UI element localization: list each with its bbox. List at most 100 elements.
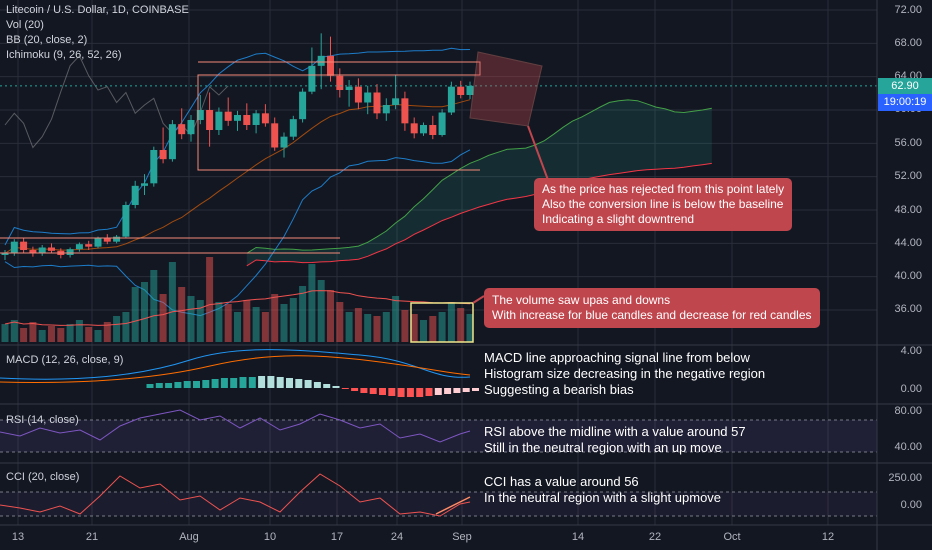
- grid-lines: [0, 0, 877, 525]
- candle-body: [66, 249, 74, 255]
- candle[interactable]: [38, 245, 46, 256]
- candle[interactable]: [364, 85, 372, 115]
- time-axis-label: 12: [821, 531, 835, 543]
- macd-note[interactable]: MACD line approaching signal line from b…: [484, 350, 765, 398]
- candle[interactable]: [75, 242, 83, 252]
- rsi-note[interactable]: RSI above the midline with a value aroun…: [484, 424, 746, 456]
- candle[interactable]: [113, 235, 121, 244]
- candle-body: [150, 150, 158, 184]
- price-axis-label: 36.00: [894, 303, 922, 315]
- volume-bar: [57, 328, 65, 342]
- candle-body: [75, 244, 83, 250]
- candle[interactable]: [196, 95, 204, 125]
- candle[interactable]: [466, 81, 474, 100]
- candle[interactable]: [252, 110, 260, 134]
- candle[interactable]: [457, 80, 465, 99]
- candle-body: [280, 136, 288, 148]
- candle[interactable]: [308, 47, 316, 95]
- candle[interactable]: [159, 127, 167, 164]
- candle[interactable]: [187, 115, 195, 142]
- candle[interactable]: [299, 88, 307, 123]
- volume-bar: [410, 314, 418, 342]
- candle[interactable]: [401, 91, 409, 131]
- candle-body: [94, 238, 102, 247]
- candle[interactable]: [122, 201, 130, 239]
- candle[interactable]: [438, 109, 446, 137]
- candle[interactable]: [224, 97, 232, 126]
- candle[interactable]: [410, 117, 418, 139]
- candle[interactable]: [327, 36, 334, 82]
- candle[interactable]: [48, 243, 55, 254]
- candle[interactable]: [271, 117, 279, 151]
- candle-body: [159, 150, 167, 160]
- macd-label[interactable]: MACD (12, 26, close, 9): [6, 354, 124, 366]
- candle[interactable]: [243, 103, 251, 130]
- candle[interactable]: [150, 146, 158, 187]
- candle[interactable]: [141, 174, 148, 195]
- candle-body: [10, 241, 18, 254]
- indicator-ichimoku[interactable]: Ichimoku (9, 26, 52, 26): [6, 49, 122, 61]
- candle[interactable]: [345, 80, 353, 107]
- candle-body: [345, 86, 353, 90]
- rsi-label[interactable]: RSI (14, close): [6, 414, 79, 426]
- rsi-pane[interactable]: [0, 409, 877, 453]
- macd-pane[interactable]: [0, 349, 479, 397]
- price-axis-label: 52.00: [894, 170, 922, 182]
- candle-body: [336, 75, 344, 90]
- volume-bar: [10, 320, 18, 342]
- volume-bar: [178, 287, 186, 342]
- macd-histogram-bar: [295, 379, 303, 388]
- cci-note[interactable]: CCI has a value around 56 In the neutral…: [484, 474, 721, 506]
- cci-label[interactable]: CCI (20, close): [6, 471, 80, 483]
- note-line: Histogram size decreasing in the negativ…: [484, 366, 766, 381]
- candle[interactable]: [382, 98, 390, 121]
- candle[interactable]: [215, 107, 223, 136]
- candle[interactable]: [1, 250, 9, 260]
- candle[interactable]: [131, 180, 139, 209]
- symbol-title[interactable]: Litecoin / U.S. Dollar, 1D, COINBASE: [6, 4, 189, 16]
- candle[interactable]: [280, 132, 288, 158]
- volume-bar: [150, 270, 158, 342]
- candle[interactable]: [289, 115, 297, 140]
- candle-body: [392, 98, 400, 105]
- price-callout[interactable]: As the price has rejected from this poin…: [534, 178, 793, 231]
- cci-line: [0, 473, 471, 517]
- callout-line: As the price has rejected from this poin…: [542, 182, 785, 196]
- candle[interactable]: [447, 81, 455, 115]
- candle[interactable]: [354, 78, 362, 110]
- ichimoku-cloud-fill: [246, 99, 712, 266]
- macd-histogram-bar: [425, 388, 433, 396]
- candle[interactable]: [29, 246, 37, 257]
- macd-histogram-bar: [304, 380, 312, 388]
- candle[interactable]: [168, 120, 176, 162]
- candle[interactable]: [94, 236, 102, 249]
- candle[interactable]: [336, 68, 344, 98]
- volume-callout[interactable]: The volume saw upas and downs With incre…: [484, 288, 820, 328]
- candle[interactable]: [420, 122, 427, 136]
- candle[interactable]: [206, 92, 214, 147]
- candle[interactable]: [20, 238, 28, 253]
- candle[interactable]: [234, 110, 241, 131]
- cci-pane[interactable]: [0, 473, 877, 517]
- volume-bar: [308, 264, 316, 342]
- candle[interactable]: [373, 84, 381, 120]
- candle[interactable]: [178, 108, 186, 140]
- macd-histogram-bar: [155, 383, 163, 388]
- macd-histogram-bar: [248, 377, 256, 388]
- indicator-volume[interactable]: Vol (20): [6, 19, 44, 31]
- candle-body: [224, 111, 232, 121]
- volume-bar: [317, 280, 325, 342]
- candle[interactable]: [429, 115, 437, 140]
- candle[interactable]: [392, 75, 400, 110]
- volume-bar: [271, 294, 279, 342]
- candle-body: [178, 124, 186, 135]
- indicator-bb[interactable]: BB (20, close, 2): [6, 34, 88, 46]
- candle[interactable]: [317, 33, 325, 90]
- candle[interactable]: [103, 234, 111, 245]
- candle[interactable]: [85, 240, 93, 250]
- chart-drawings[interactable]: [0, 51, 877, 304]
- candle[interactable]: [261, 104, 269, 127]
- candlestick-series[interactable]: [1, 33, 474, 260]
